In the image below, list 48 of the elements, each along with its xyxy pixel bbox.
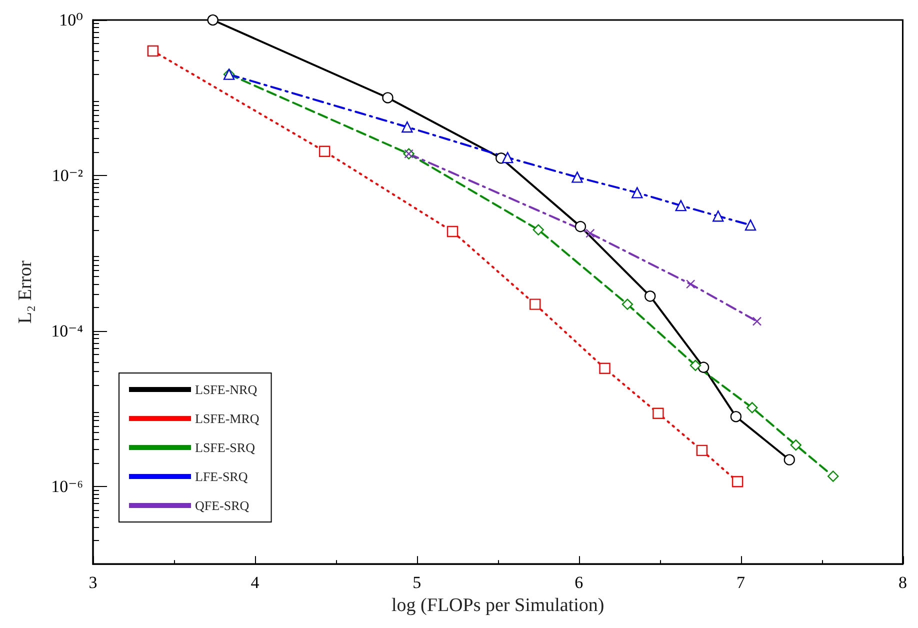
point xyxy=(784,454,795,466)
y-tick-label: 10⁻² xyxy=(52,166,83,185)
legend-label: LSFE-MRQ xyxy=(195,411,260,426)
y-axis-title: L₂ Error xyxy=(15,260,36,324)
point xyxy=(574,220,586,232)
x-tick-label: 7 xyxy=(736,573,746,592)
point xyxy=(502,152,514,164)
y-tick-label: 10⁰ xyxy=(59,10,84,30)
point xyxy=(644,290,656,302)
point xyxy=(690,360,702,371)
legend-label: LSFE-SRQ xyxy=(195,440,256,455)
point xyxy=(686,280,696,289)
point xyxy=(828,470,839,482)
x-tick-label: 5 xyxy=(412,573,422,592)
point xyxy=(572,172,583,183)
y-tick-label: 10⁻⁶ xyxy=(51,476,84,496)
point xyxy=(698,362,710,373)
legend-label: QFE-SRQ xyxy=(195,498,250,513)
point xyxy=(744,219,756,231)
x-tick-label: 6 xyxy=(574,573,584,592)
point xyxy=(446,226,458,238)
point xyxy=(147,45,159,57)
point xyxy=(532,224,544,236)
point xyxy=(730,411,742,422)
point xyxy=(530,298,541,310)
point xyxy=(696,444,708,456)
point xyxy=(622,298,634,310)
point xyxy=(712,210,724,222)
point xyxy=(746,402,758,414)
point xyxy=(402,121,413,133)
point xyxy=(752,316,762,326)
point xyxy=(599,362,610,374)
point xyxy=(207,14,218,26)
y-tick-label: 10⁻⁴ xyxy=(51,321,84,340)
point xyxy=(790,439,802,451)
point xyxy=(652,408,664,419)
point xyxy=(675,200,686,212)
point xyxy=(382,92,394,104)
point xyxy=(632,187,643,198)
x-tick-label: 4 xyxy=(250,573,260,592)
point xyxy=(586,228,595,238)
x-tick-label: 3 xyxy=(88,573,98,592)
point xyxy=(732,476,744,488)
point xyxy=(318,146,330,157)
x-tick-label: 8 xyxy=(898,573,907,592)
legend-label: LFE-SRQ xyxy=(195,469,248,484)
legend-label: LSFE-NRQ xyxy=(195,382,258,397)
x-axis-title: log (FLOPs per Simulation) xyxy=(392,595,604,616)
